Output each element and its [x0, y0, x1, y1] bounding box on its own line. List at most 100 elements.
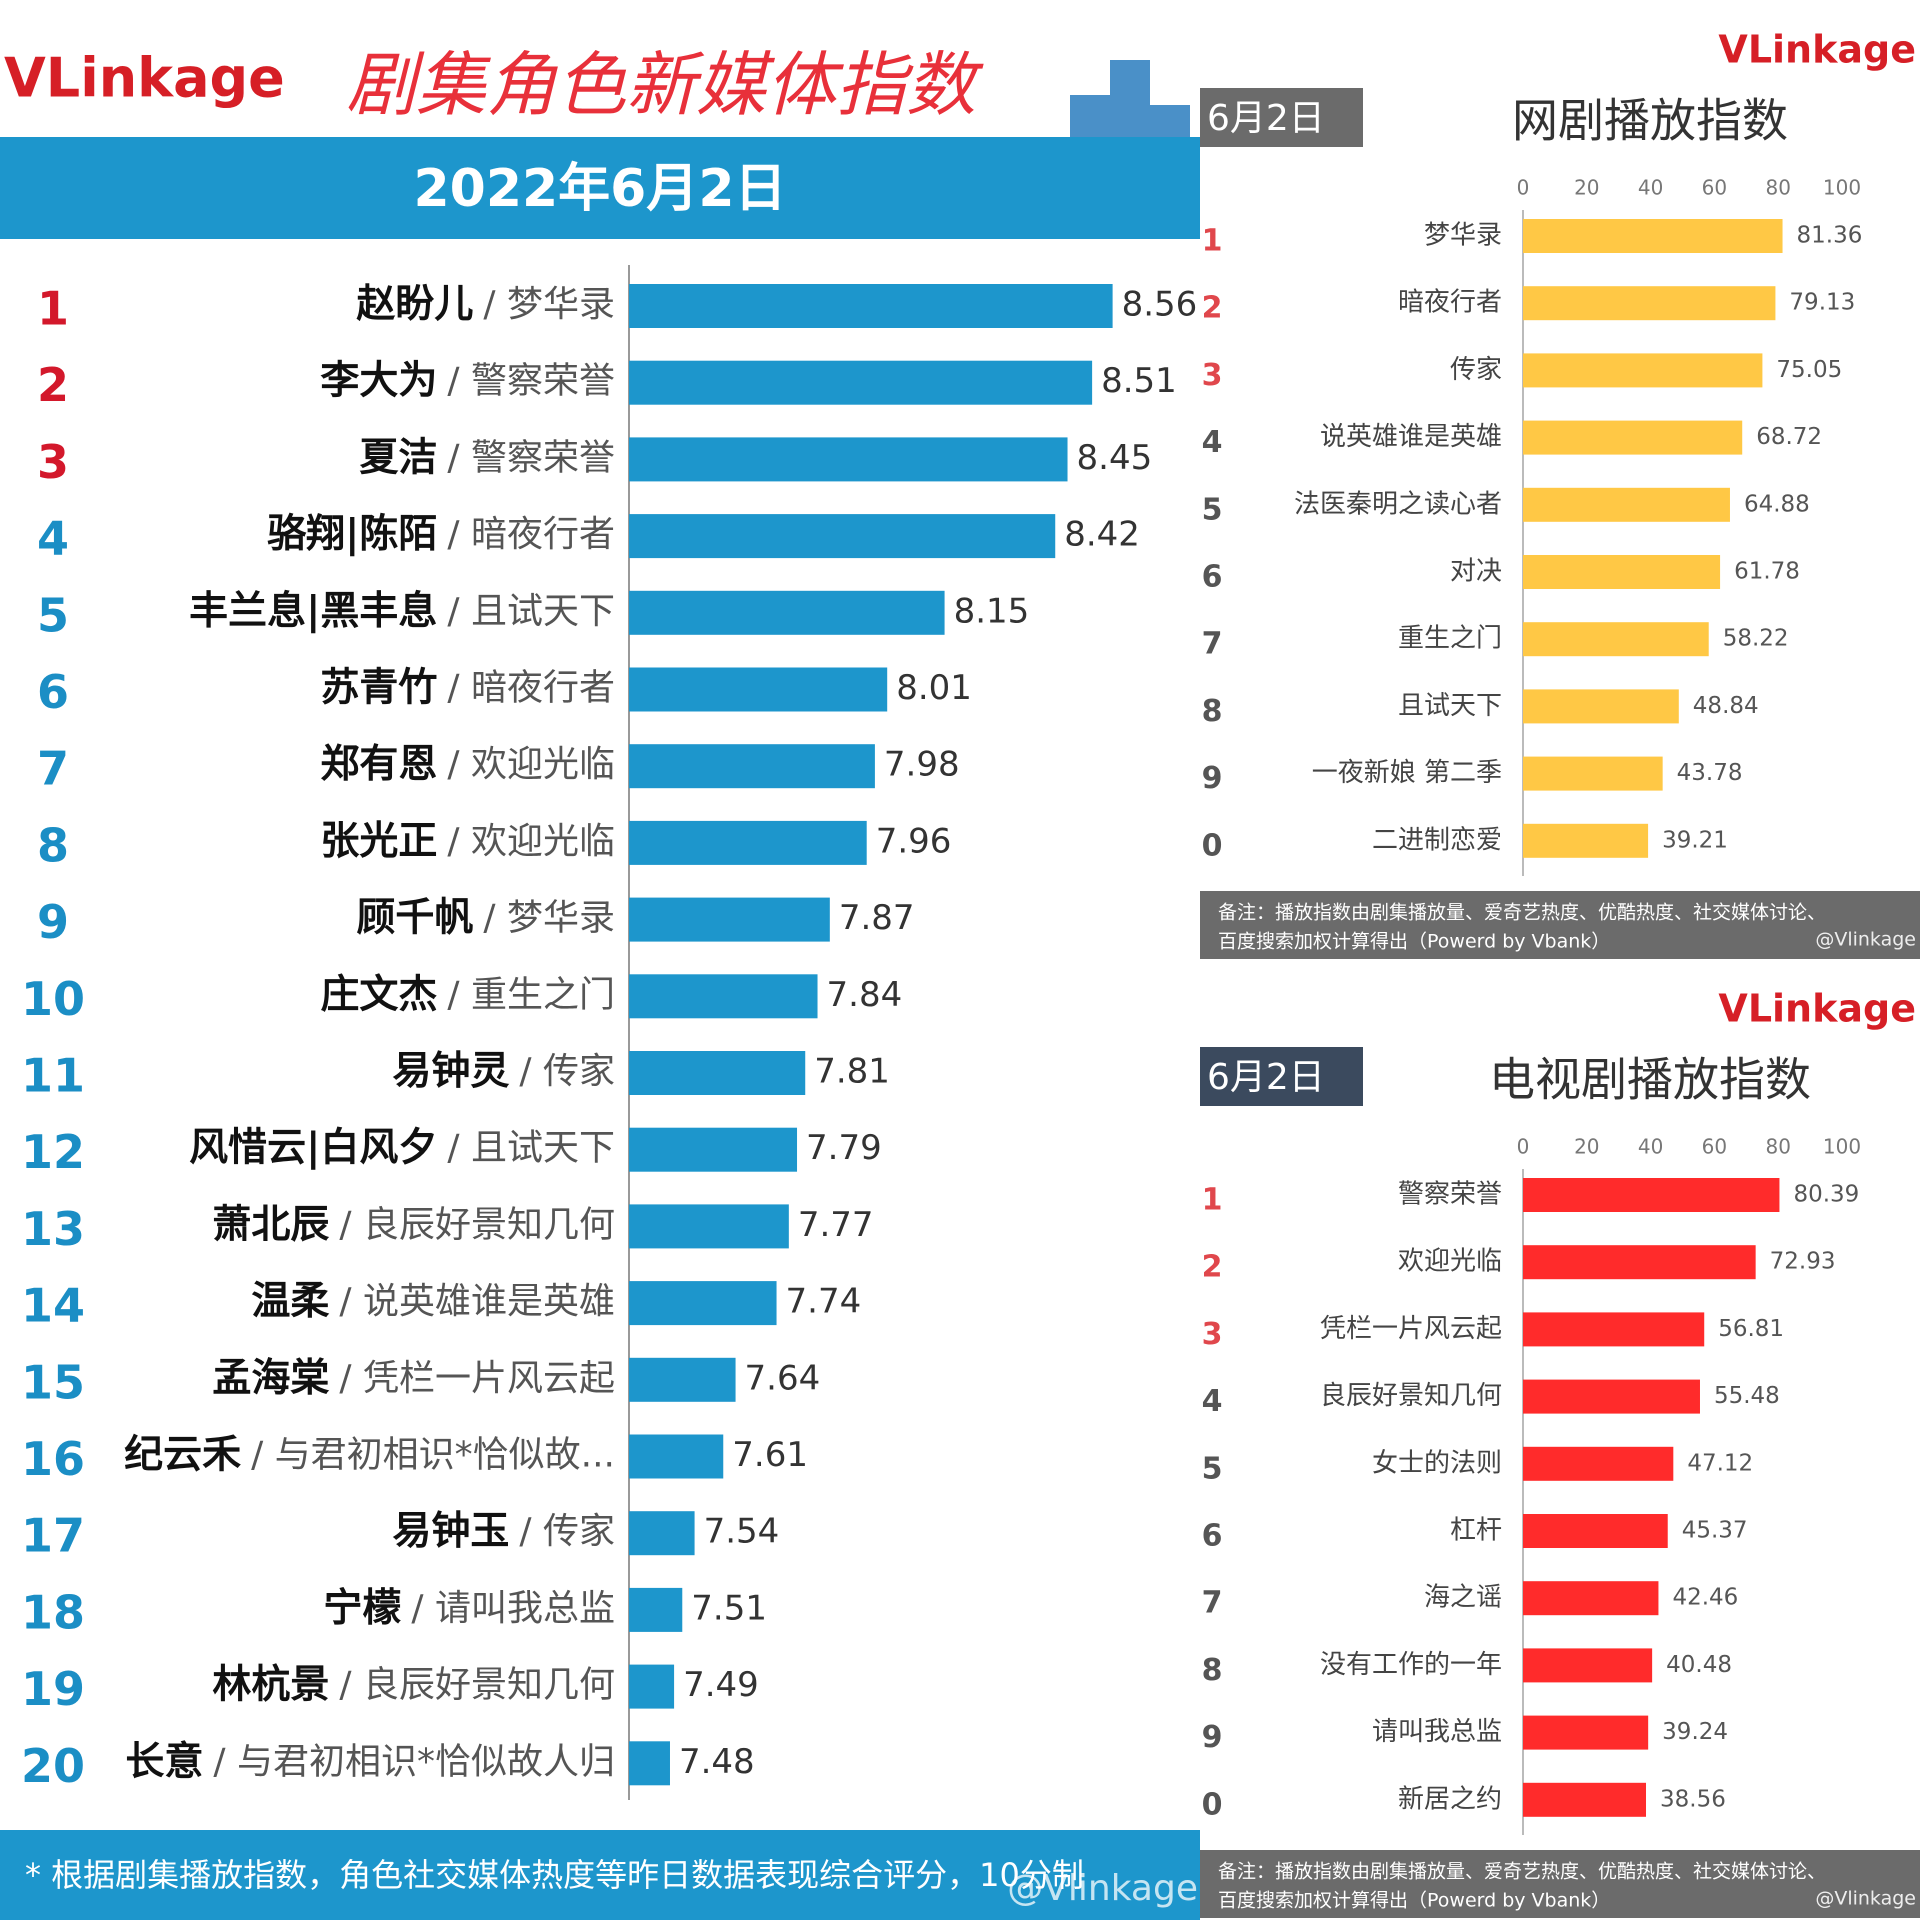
- rank: 9: [1202, 761, 1223, 796]
- value-label: 7.96: [876, 821, 952, 861]
- footnote: 百度搜索加权计算得出（Powerd by Vbank）: [1218, 1890, 1610, 1912]
- value-label: 7.79: [806, 1128, 882, 1168]
- rank: 14: [21, 1279, 85, 1333]
- drama-name: / 传家: [519, 1051, 615, 1092]
- bar: [629, 284, 1113, 328]
- drama-name: / 与君初相识*恰似故...: [251, 1435, 615, 1476]
- value-label: 7.49: [683, 1665, 759, 1705]
- bar-label: 林杭景 / 良辰好景知几何: [212, 1662, 615, 1707]
- drama-name: / 请叫我总监: [411, 1588, 615, 1629]
- footnote: * 根据剧集播放指数，角色社交媒体热度等昨日数据表现综合评分，10分制: [25, 1856, 1084, 1894]
- category-label: 新居之约: [1398, 1784, 1502, 1814]
- bar: [1523, 1379, 1700, 1414]
- rank: 15: [21, 1355, 85, 1409]
- drama-name: / 且试天下: [447, 591, 615, 632]
- value-label: 45.37: [1682, 1518, 1748, 1544]
- category-label: 凭栏一片风云起: [1320, 1314, 1502, 1344]
- category-label: 法医秦明之读心者: [1294, 489, 1502, 519]
- bar: [1523, 1312, 1705, 1347]
- bar: [629, 1434, 724, 1479]
- character-name: 纪云禾: [124, 1432, 241, 1477]
- bar-label: 长意 / 与君初相识*恰似故人归: [125, 1739, 615, 1784]
- value-label: 75.05: [1776, 357, 1842, 383]
- bar: [1523, 1581, 1659, 1616]
- drama-name: / 且试天下: [447, 1128, 615, 1169]
- category-label: 说英雄谁是英雄: [1320, 422, 1502, 452]
- rank: 2: [1202, 291, 1223, 326]
- value-label: 43.78: [1677, 760, 1743, 786]
- rank: 8: [1202, 1653, 1223, 1688]
- value-label: 47.12: [1687, 1450, 1753, 1476]
- value-label: 8.45: [1077, 438, 1153, 478]
- logo: VLinkage: [1718, 28, 1916, 72]
- character-name: 易钟玉: [392, 1509, 509, 1554]
- bar: [1523, 353, 1763, 388]
- bar-label: 夏洁 / 警察荣誉: [359, 435, 615, 480]
- bar: [1523, 1715, 1649, 1750]
- x-tick-label: 100: [1823, 176, 1861, 200]
- bar-label: 纪云禾 / 与君初相识*恰似故...: [124, 1432, 615, 1477]
- bar: [629, 1664, 675, 1709]
- bar: [629, 1051, 806, 1095]
- rank: 1: [37, 282, 69, 336]
- rank: 7: [1202, 627, 1223, 662]
- value-label: 7.87: [839, 898, 915, 938]
- category-label: 警察荣誉: [1398, 1180, 1502, 1210]
- rank: 11: [21, 1049, 85, 1103]
- chart-title: 网剧播放指数: [1512, 94, 1788, 148]
- footer-band: [0, 1830, 1200, 1920]
- character-name: 李大为: [320, 358, 437, 403]
- value-label: 79.13: [1789, 290, 1855, 316]
- value-label: 7.74: [786, 1282, 862, 1322]
- drama-name: / 暗夜行者: [447, 514, 615, 555]
- x-tick-label: 80: [1765, 1135, 1790, 1159]
- bar-label: 骆翔|陈陌 / 暗夜行者: [267, 512, 615, 557]
- bar: [629, 514, 1056, 559]
- rank: 9: [37, 895, 69, 949]
- drama-name: / 良辰好景知几何: [339, 1204, 615, 1245]
- value-label: 7.84: [827, 975, 903, 1015]
- character-name: 郑有恩: [320, 742, 437, 787]
- value-label: 7.54: [704, 1512, 780, 1552]
- date-tag-text: 6月2日: [1207, 98, 1325, 139]
- drama-name: / 凭栏一片风云起: [339, 1358, 615, 1399]
- bar: [629, 1741, 670, 1786]
- rank: 2: [1202, 1250, 1223, 1285]
- category-label: 传家: [1450, 355, 1502, 385]
- category-label: 二进制恋爱: [1372, 825, 1502, 855]
- bar: [1523, 622, 1709, 657]
- drama-name: / 欢迎光临: [447, 821, 615, 862]
- footnote: 百度搜索加权计算得出（Powerd by Vbank）: [1218, 931, 1610, 953]
- value-label: 58.22: [1723, 626, 1789, 652]
- rank: 3: [1202, 1317, 1223, 1352]
- rank: 13: [21, 1202, 85, 1256]
- chart-title: 剧集角色新媒体指数: [346, 44, 984, 126]
- date-tag: [1200, 1047, 1363, 1106]
- character-name: 风惜云|白风夕: [189, 1125, 437, 1170]
- bar: [629, 437, 1068, 482]
- rank: 1: [1202, 224, 1223, 259]
- bar: [629, 1587, 683, 1632]
- rank: 1: [1202, 1183, 1223, 1218]
- footnote: 备注：播放指数由剧集播放量、爱奇艺热度、优酷热度、社交媒体讨论、: [1218, 902, 1826, 924]
- drama-name: / 警察荣誉: [447, 437, 615, 478]
- value-label: 55.48: [1714, 1383, 1780, 1409]
- rank: 7: [37, 742, 69, 796]
- value-label: 72.93: [1770, 1249, 1836, 1275]
- bar: [1523, 487, 1730, 522]
- character-name: 易钟灵: [392, 1049, 509, 1094]
- category-label: 一夜新娘 第二季: [1312, 758, 1502, 788]
- value-label: 39.21: [1662, 827, 1728, 853]
- category-label: 欢迎光临: [1398, 1247, 1502, 1277]
- bar-label: 庄文杰 / 重生之门: [320, 972, 615, 1017]
- bar: [1523, 823, 1649, 858]
- rank: 6: [1202, 1519, 1223, 1554]
- rank: 0: [1202, 1787, 1223, 1822]
- value-label: 7.77: [798, 1205, 874, 1245]
- bar-label: 苏青竹 / 暗夜行者: [320, 665, 615, 710]
- drama-name: / 欢迎光临: [447, 744, 615, 785]
- rank: 16: [21, 1432, 85, 1486]
- category-label: 杠杆: [1450, 1516, 1502, 1546]
- drama-name: / 传家: [519, 1511, 615, 1552]
